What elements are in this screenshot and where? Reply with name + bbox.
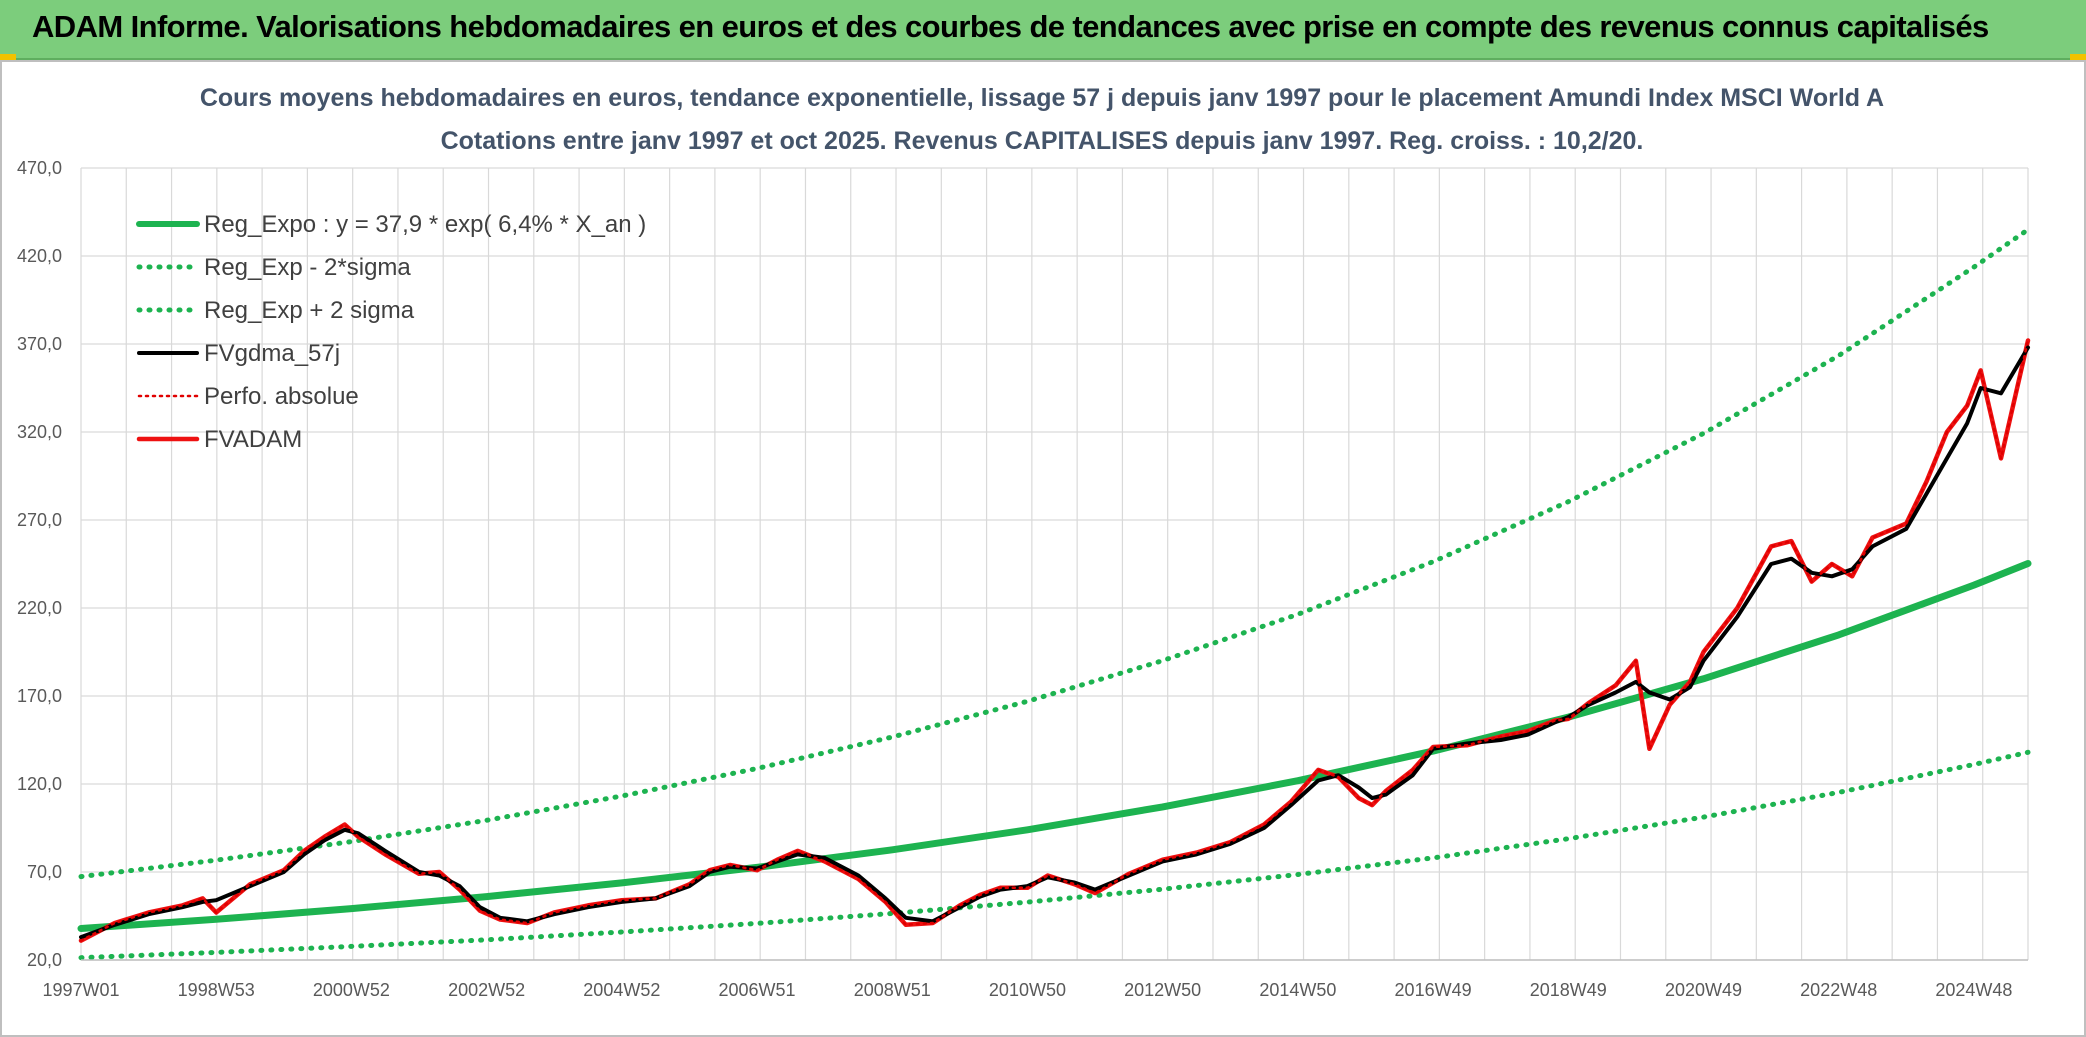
chart-subtitle: Cotations entre janv 1997 et oct 2025. R…: [441, 127, 1644, 155]
report-header: ADAM Informe. Valorisations hebdomadaire…: [0, 0, 2086, 60]
legend-label: FVgdma_57j: [204, 340, 340, 367]
y-tick-label: 470,0: [17, 158, 62, 178]
reg-exp-plus-2sigma-line: [78, 227, 2031, 880]
y-tick-label: 20,0: [27, 950, 62, 970]
y-tick-label: 420,0: [17, 246, 62, 266]
x-tick-label: 2000W52: [313, 980, 390, 1000]
reg-expo-line: [77, 560, 2032, 932]
legend: Reg_Expo : y = 37,9 * exp( 6,4% * X_an )…: [136, 211, 646, 453]
legend-label: Perfo. absolue: [204, 383, 359, 410]
x-tick-label: 2022W48: [1800, 980, 1877, 1000]
x-tick-label: 2024W48: [1935, 980, 2012, 1000]
series-layer: [77, 227, 2032, 961]
y-tick-label: 70,0: [27, 862, 62, 882]
y-tick-label: 170,0: [17, 686, 62, 706]
legend-label: Reg_Exp + 2 sigma: [204, 297, 415, 324]
grid-layer: [80, 167, 2029, 961]
x-tick-label: 2004W52: [583, 980, 660, 1000]
reg-exp-minus-2sigma-line: [78, 749, 2031, 961]
x-tick-label: 2018W49: [1530, 980, 1607, 1000]
chart-area: Cours moyens hebdomadaires en euros, ten…: [0, 60, 2086, 1037]
y-tick-label: 320,0: [17, 422, 62, 442]
legend-label: Reg_Expo : y = 37,9 * exp( 6,4% * X_an ): [204, 211, 646, 238]
y-tick-label: 120,0: [17, 774, 62, 794]
y-tick-label: 220,0: [17, 598, 62, 618]
y-tick-label: 370,0: [17, 334, 62, 354]
x-tick-label: 1997W01: [42, 980, 119, 1000]
corner-mark-top-right: [2070, 54, 2086, 60]
x-tick-label: 2012W50: [1124, 980, 1201, 1000]
x-tick-label: 2002W52: [448, 980, 525, 1000]
chart-title: Cours moyens hebdomadaires en euros, ten…: [200, 84, 1884, 112]
x-tick-label: 2008W51: [854, 980, 931, 1000]
axis-layer: 20,0 70,0 120,0 170,0 220,0 270,0 320,0 370,0 42…: [17, 158, 2028, 1000]
legend-label: FVADAM: [204, 426, 302, 453]
x-tick-label: 2014W50: [1259, 980, 1336, 1000]
x-tick-label: 2016W49: [1395, 980, 1472, 1000]
report-title: ADAM Informe. Valorisations hebdomadaire…: [32, 9, 1989, 44]
x-tick-label: 2010W50: [989, 980, 1066, 1000]
x-tick-label: 2020W49: [1665, 980, 1742, 1000]
y-tick-label: 270,0: [17, 510, 62, 530]
x-tick-label: 1998W53: [178, 980, 255, 1000]
corner-mark-top-left: [0, 54, 16, 60]
legend-label: Reg_Exp - 2*sigma: [204, 254, 411, 281]
x-tick-label: 2006W51: [719, 980, 796, 1000]
perfo-absolue-line: [79, 339, 2030, 942]
chart-svg: Cours moyens hebdomadaires en euros, ten…: [17, 84, 2032, 1000]
fvadam-line: [78, 338, 2031, 943]
